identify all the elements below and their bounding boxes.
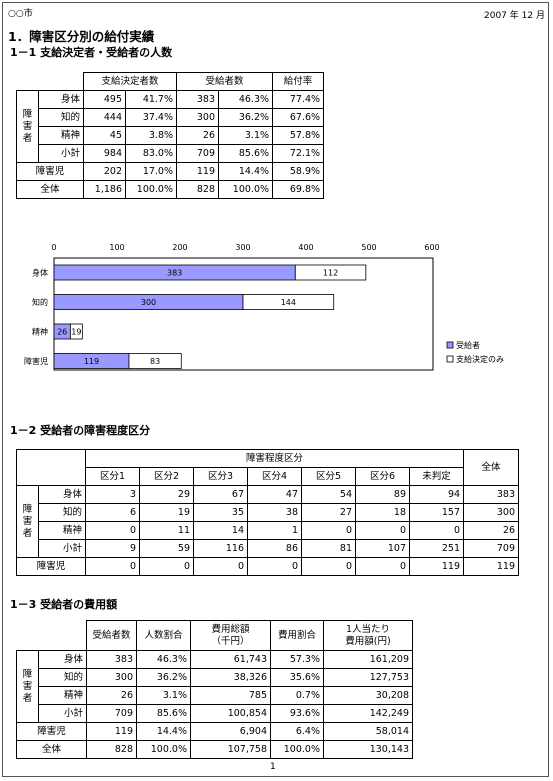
category-label: 障害児	[24, 356, 48, 366]
table-row: 全体 1,186 100.0% 828 100.0% 69.8%	[16, 180, 353, 199]
table-row: 精神 26 3.1% 785 0.7% 30,208	[17, 686, 413, 705]
col-header: 受給者数	[176, 72, 274, 91]
city-label: ○○市	[8, 9, 33, 19]
x-tick-label: 200	[172, 243, 187, 252]
table-row: 障害児 119 14.4% 6,904 6.4% 58,014	[16, 722, 413, 741]
data-label: 119	[84, 357, 99, 366]
table-row: 障害者 身体 383 46.3% 61,743 57.3% 161,209	[16, 650, 413, 723]
table-row: 小計 9 59 116 86 81 107 251 709	[17, 539, 520, 558]
report-date: 2007 年 12 月	[484, 11, 545, 21]
data-label: 144	[281, 298, 296, 307]
data-label: 300	[141, 298, 156, 307]
data-label: 19	[71, 328, 81, 337]
legend-label: 支給決定のみ	[456, 354, 504, 364]
table-row: 障害者 身体 3 29 67 47 54 89 94 383	[16, 485, 520, 558]
table-row: 精神 45 3.8% 26 3.1% 57.8%	[17, 126, 353, 145]
table-header-row: 受給者数 人数割合 費用総額 （千円） 費用割合 1人当たり 費用額(円)	[17, 620, 413, 651]
x-tick-label: 600	[424, 243, 439, 252]
table-header-row: 支給決定者数 受給者数 給付率	[17, 72, 353, 91]
x-tick-label: 0	[51, 243, 56, 252]
table-row: 障害児 202 17.0% 119 14.4% 58.9%	[16, 162, 353, 181]
table-row: 知的 444 37.4% 300 36.2% 67.6%	[17, 108, 353, 127]
data-label: 83	[150, 357, 160, 366]
category-label: 知的	[32, 297, 48, 307]
bar-decision-only	[242, 294, 335, 310]
table-row: 小計 984 83.0% 709 85.6% 72.1%	[17, 144, 353, 163]
category-label: 精神	[32, 327, 48, 337]
page-number: 1	[270, 762, 276, 772]
table-row: 障害児 0 0 0 0 0 0 119 119	[16, 557, 520, 576]
table-header-row: 障害程度区分 全体	[16, 449, 520, 486]
data-label: 26	[57, 328, 67, 337]
section-1-1-title: 1－1 支給決定者・受給者の人数	[10, 46, 173, 59]
cost-table: 受給者数 人数割合 費用総額 （千円） 費用割合 1人当たり 費用額(円) 障害者 …	[16, 620, 413, 759]
disability-level-table: 障害程度区分 全体 区分1 区分2 区分3 区分4 区分5 区分6 未判定 障害…	[16, 449, 520, 576]
table-row: 知的 6 19 35 38 27 18 157 300	[17, 503, 520, 522]
group-label: 障害者	[16, 485, 39, 558]
x-tick-label: 300	[235, 243, 250, 252]
group-label: 障害者	[16, 90, 39, 163]
legend-label: 受給者	[456, 340, 480, 350]
group-label: 障害者	[16, 650, 39, 723]
col-header: 給付率	[272, 72, 325, 91]
table-header-row: 区分1 区分2 区分3 区分4 区分5 区分6 未判定	[17, 467, 519, 486]
bar-decision-only	[69, 323, 83, 340]
x-tick-label: 100	[109, 243, 124, 252]
bar-decision-only	[128, 353, 182, 369]
legend-swatch	[446, 355, 454, 363]
data-label: 112	[323, 269, 338, 278]
legend-swatch	[446, 341, 454, 349]
col-header: 支給決定者数	[82, 72, 178, 91]
decision-recipient-table: 支給決定者数 受給者数 給付率 障害者 身体 495 41.7% 383 46.…	[16, 72, 353, 199]
data-label: 383	[167, 269, 182, 278]
section-1-3-title: 1－3 受給者の費用額	[10, 598, 118, 611]
table-row: 全体 828 100.0% 107,758 100.0% 130,143	[16, 740, 413, 759]
table-row: 精神 0 11 14 1 0 0 0 26	[17, 521, 520, 540]
bar-decision-only	[294, 264, 367, 281]
table-row: 知的 300 36.2% 38,326 35.6% 127,753	[17, 668, 413, 687]
x-tick-label: 400	[298, 243, 313, 252]
table-row: 小計 709 85.6% 100,854 93.6% 142,249	[17, 704, 413, 723]
section-1-2-title: 1－2 受給者の障害程度区分	[10, 424, 151, 437]
x-tick-label: 500	[361, 243, 376, 252]
recipient-bar-chart: 0 100 200 300 400 500 600 身体 383 112 知的 300 144 精神 26 1…	[24, 243, 504, 371]
section-title: 1．障害区分別の給付実績	[8, 29, 155, 44]
category-label: 身体	[32, 268, 48, 278]
table-row: 障害者 身体 495 41.7% 383 46.3% 77.4%	[16, 90, 353, 163]
